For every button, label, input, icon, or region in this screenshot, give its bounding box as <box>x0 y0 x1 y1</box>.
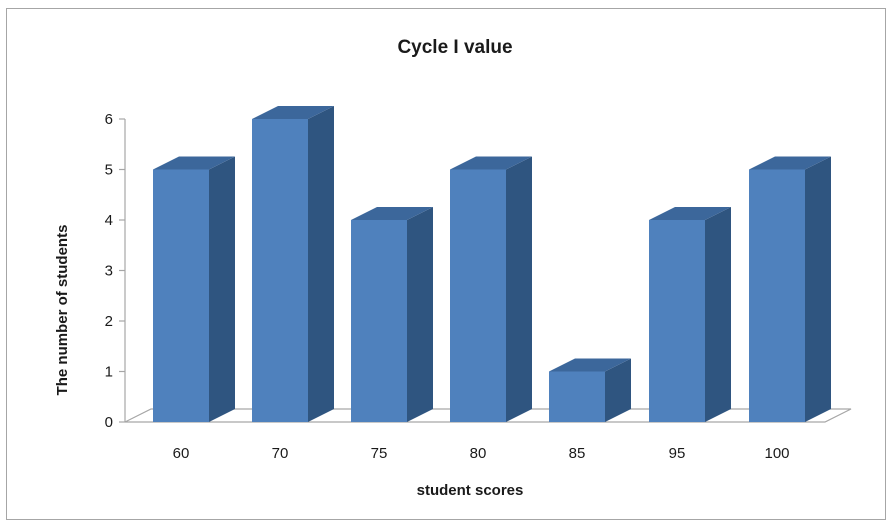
chart-title: Cycle I value <box>397 37 512 58</box>
y-tick-label: 5 <box>105 162 113 179</box>
x-tick-label: 80 <box>470 445 487 462</box>
x-tick-label: 75 <box>371 445 388 462</box>
bar-side <box>705 207 731 422</box>
bar-top <box>351 207 433 220</box>
bar-front <box>549 371 605 422</box>
y-tick-label: 4 <box>105 212 113 229</box>
bar-top <box>649 207 731 220</box>
tick-labels: 0 1 2 3 4 5 6 60 70 75 80 85 95 100 <box>105 111 790 462</box>
bar-front <box>649 220 705 422</box>
chart-frame <box>6 8 886 520</box>
x-tick-label: 60 <box>173 445 190 462</box>
bar <box>450 156 532 422</box>
bar <box>252 106 334 422</box>
bar <box>351 207 433 422</box>
y-tick-label: 0 <box>105 414 113 431</box>
x-tick-label: 85 <box>569 445 586 462</box>
y-tick-label: 2 <box>105 313 113 330</box>
bar-top <box>153 156 235 170</box>
y-tick-label: 1 <box>105 364 113 381</box>
bar-side <box>407 207 433 422</box>
bar-side <box>308 106 334 422</box>
bar-top <box>450 156 532 170</box>
x-axis-title: student scores <box>417 482 524 499</box>
bar-front <box>749 169 805 422</box>
bar <box>749 156 831 422</box>
y-tick-label: 6 <box>105 111 113 128</box>
bar-front <box>450 169 506 422</box>
bar <box>549 358 631 422</box>
bar-front <box>153 169 209 422</box>
bars <box>153 106 831 422</box>
bar <box>153 156 235 422</box>
bar-top <box>252 106 334 119</box>
bar-side <box>209 156 235 422</box>
bar-top <box>749 156 831 170</box>
bar <box>649 207 731 422</box>
bar-front <box>252 119 308 422</box>
bar-front <box>351 220 407 422</box>
y-tick-label: 3 <box>105 263 113 280</box>
x-tick-label: 95 <box>669 445 686 462</box>
x-tick-label: 70 <box>272 445 289 462</box>
bar-side <box>506 156 532 422</box>
y-axis-title: The number of students <box>54 225 71 396</box>
bar-side <box>605 358 631 422</box>
bar-side <box>805 156 831 422</box>
x-tick-label: 100 <box>764 445 789 462</box>
bar-top <box>549 358 631 372</box>
